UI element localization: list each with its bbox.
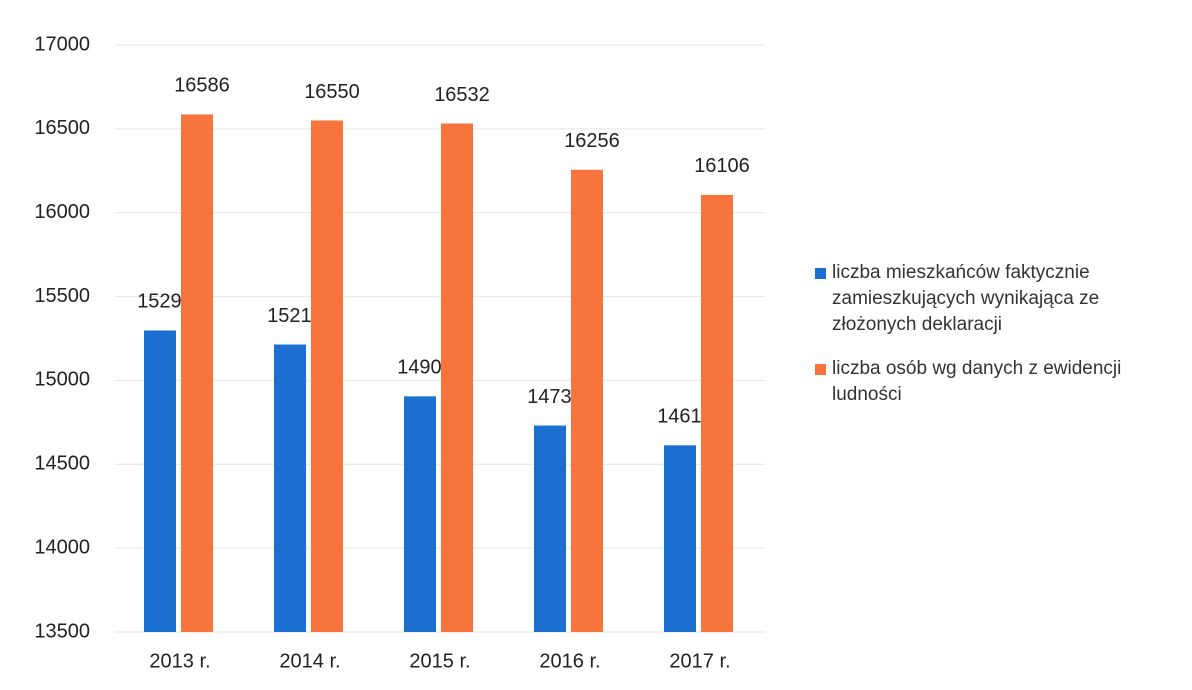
data-label: 14731	[527, 386, 583, 408]
data-label: 16106	[694, 155, 750, 177]
data-label: 16586	[174, 75, 230, 97]
x-tick-label: 2016 r.	[539, 650, 600, 672]
data-label: 16532	[434, 84, 490, 106]
legend-label: liczba mieszkańców faktycznie zamieszkuj…	[832, 262, 1100, 335]
data-label: 16550	[304, 81, 360, 103]
bar	[701, 194, 733, 632]
legend: liczba mieszkańców faktycznie zamieszkuj…	[815, 260, 1185, 426]
legend-item: liczba mieszkańców faktycznie zamieszkuj…	[815, 260, 1185, 338]
bar	[311, 120, 343, 632]
data-label: 14905	[397, 357, 453, 379]
legend-label: liczba osób wg danych z ewidencji ludnoś…	[832, 358, 1122, 405]
legend-swatch	[815, 268, 826, 279]
y-tick-label: 14000	[34, 536, 90, 558]
legend-item: liczba osób wg danych z ewidencji ludnoś…	[815, 356, 1185, 408]
x-tick-label: 2017 r.	[669, 650, 730, 672]
x-tick-label: 2014 r.	[279, 650, 340, 672]
y-tick-label: 16000	[34, 201, 90, 223]
bar	[441, 123, 473, 632]
y-tick-label: 17000	[34, 33, 90, 55]
bar	[571, 169, 603, 633]
bar	[274, 344, 306, 632]
data-label: 14613	[657, 406, 713, 428]
bar	[404, 396, 436, 632]
y-tick-label: 14500	[34, 453, 90, 475]
y-tick-label: 15000	[34, 369, 90, 391]
bar	[534, 425, 566, 632]
y-tick-label: 13500	[34, 620, 90, 642]
data-label: 16256	[564, 130, 620, 152]
bar	[144, 330, 176, 632]
data-label: 15298	[137, 291, 193, 313]
y-tick-label: 15500	[34, 285, 90, 307]
x-tick-label: 2015 r.	[409, 650, 470, 672]
x-tick-label: 2013 r.	[149, 650, 210, 672]
bar	[181, 114, 213, 632]
legend-swatch	[815, 364, 826, 375]
y-tick-label: 16500	[34, 117, 90, 139]
bar	[664, 445, 696, 632]
data-label: 15214	[267, 305, 323, 327]
